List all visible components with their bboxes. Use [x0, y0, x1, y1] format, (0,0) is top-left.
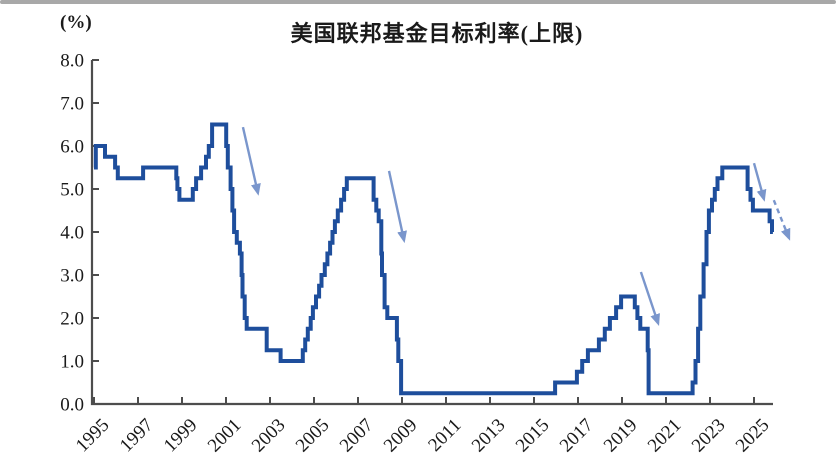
y-axis-tick-label: 0.0	[60, 395, 84, 416]
x-axis-tick-label: 2007	[336, 415, 378, 457]
axes	[90, 60, 773, 406]
y-axis-tick-label: 3.0	[60, 266, 84, 287]
y-axis-tick-label: 4.0	[60, 223, 84, 244]
x-axis-tick-label: 2025	[732, 415, 774, 457]
x-axis: 1995 1997 1999 2001 2003 2005 2007 2009 2011 2013…	[72, 397, 774, 456]
x-axis-tick-label: 2003	[248, 415, 290, 457]
rate-cut-arrow	[752, 162, 767, 202]
x-axis-tick-label: 1997	[116, 415, 158, 457]
top-border-line	[0, 0, 836, 4]
x-axis-tick-label: 2019	[600, 415, 642, 457]
x-axis-tick-label: 2009	[380, 415, 422, 457]
rate-step-line	[93, 122, 774, 396]
x-axis-tick-label: 2021	[644, 415, 686, 457]
x-axis-tick-label: 1999	[160, 415, 202, 457]
y-axis-tick-label: 7.0	[60, 94, 84, 115]
y-axis-unit-label: (%)	[60, 12, 92, 33]
x-axis-tick-label: 2001	[204, 415, 246, 457]
x-axis-tick-label: 2011	[424, 415, 465, 456]
y-axis-tick-label: 6.0	[60, 137, 84, 158]
chart-title: 美国联邦基金目标利率(上限)	[290, 21, 584, 46]
y-axis-tick-label: 8.0	[60, 51, 84, 72]
y-axis-tick-label: 2.0	[60, 309, 84, 330]
x-axis-tick-label: 2015	[512, 415, 554, 457]
rate-cut-arrow	[241, 126, 261, 196]
x-axis-tick-label: 2005	[292, 415, 334, 457]
rate-cut-arrow	[639, 271, 660, 327]
y-axis-tick-label: 1.0	[60, 352, 84, 373]
y-axis: 0.0 1.0 2.0 3.0 4.0 5.0 6.0 7.0 8.0	[60, 51, 99, 416]
expected-rate-cut-arrow	[772, 199, 791, 241]
x-axis-tick-label: 2023	[688, 415, 730, 457]
x-axis-tick-label: 2017	[556, 415, 598, 457]
x-axis-tick-label: 1995	[72, 415, 114, 457]
rate-cut-arrow	[387, 170, 407, 244]
y-axis-tick-label: 5.0	[60, 180, 84, 201]
x-axis-tick-label: 2013	[468, 415, 510, 457]
